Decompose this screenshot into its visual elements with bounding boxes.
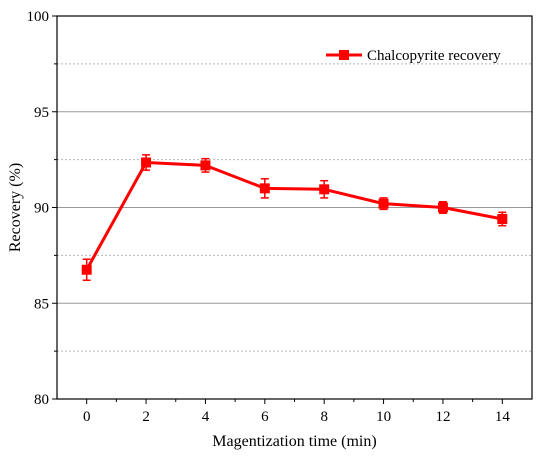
data-point: [378, 198, 389, 209]
y-tick-label: 90: [34, 201, 49, 217]
y-tick-label: 95: [34, 105, 49, 121]
grid-lines: [57, 63, 532, 352]
series-layer: [81, 154, 508, 282]
axis-ticks: 80 85 90 95 100 0 2 4 6 8 10 12 14: [27, 9, 511, 425]
x-tick-label: 4: [202, 409, 210, 425]
legend: Chalcopyrite recovery: [326, 48, 501, 64]
y-tick-label: 85: [34, 296, 49, 312]
legend-label: Chalcopyrite recovery: [367, 48, 501, 64]
x-tick-label: 6: [261, 409, 269, 425]
y-tick-label: 100: [27, 9, 50, 25]
x-tick-label: 12: [435, 409, 450, 425]
data-point: [141, 157, 152, 168]
data-point: [497, 213, 508, 224]
data-point: [437, 202, 448, 213]
x-tick-label: 2: [142, 409, 150, 425]
y-tick-label: 80: [34, 392, 49, 408]
x-tick-label: 8: [320, 409, 328, 425]
x-axis-title: Magentization time (min): [212, 433, 376, 450]
legend-marker: [339, 50, 349, 60]
series-line: [85, 160, 503, 271]
data-point: [81, 264, 92, 275]
data-point: [319, 184, 330, 195]
data-point: [200, 160, 211, 171]
x-tick-label: 10: [376, 409, 391, 425]
x-tick-label: 14: [495, 409, 511, 425]
y-axis-title: Recovery (%): [7, 163, 24, 252]
x-tick-label: 0: [83, 409, 91, 425]
data-point: [259, 183, 270, 194]
